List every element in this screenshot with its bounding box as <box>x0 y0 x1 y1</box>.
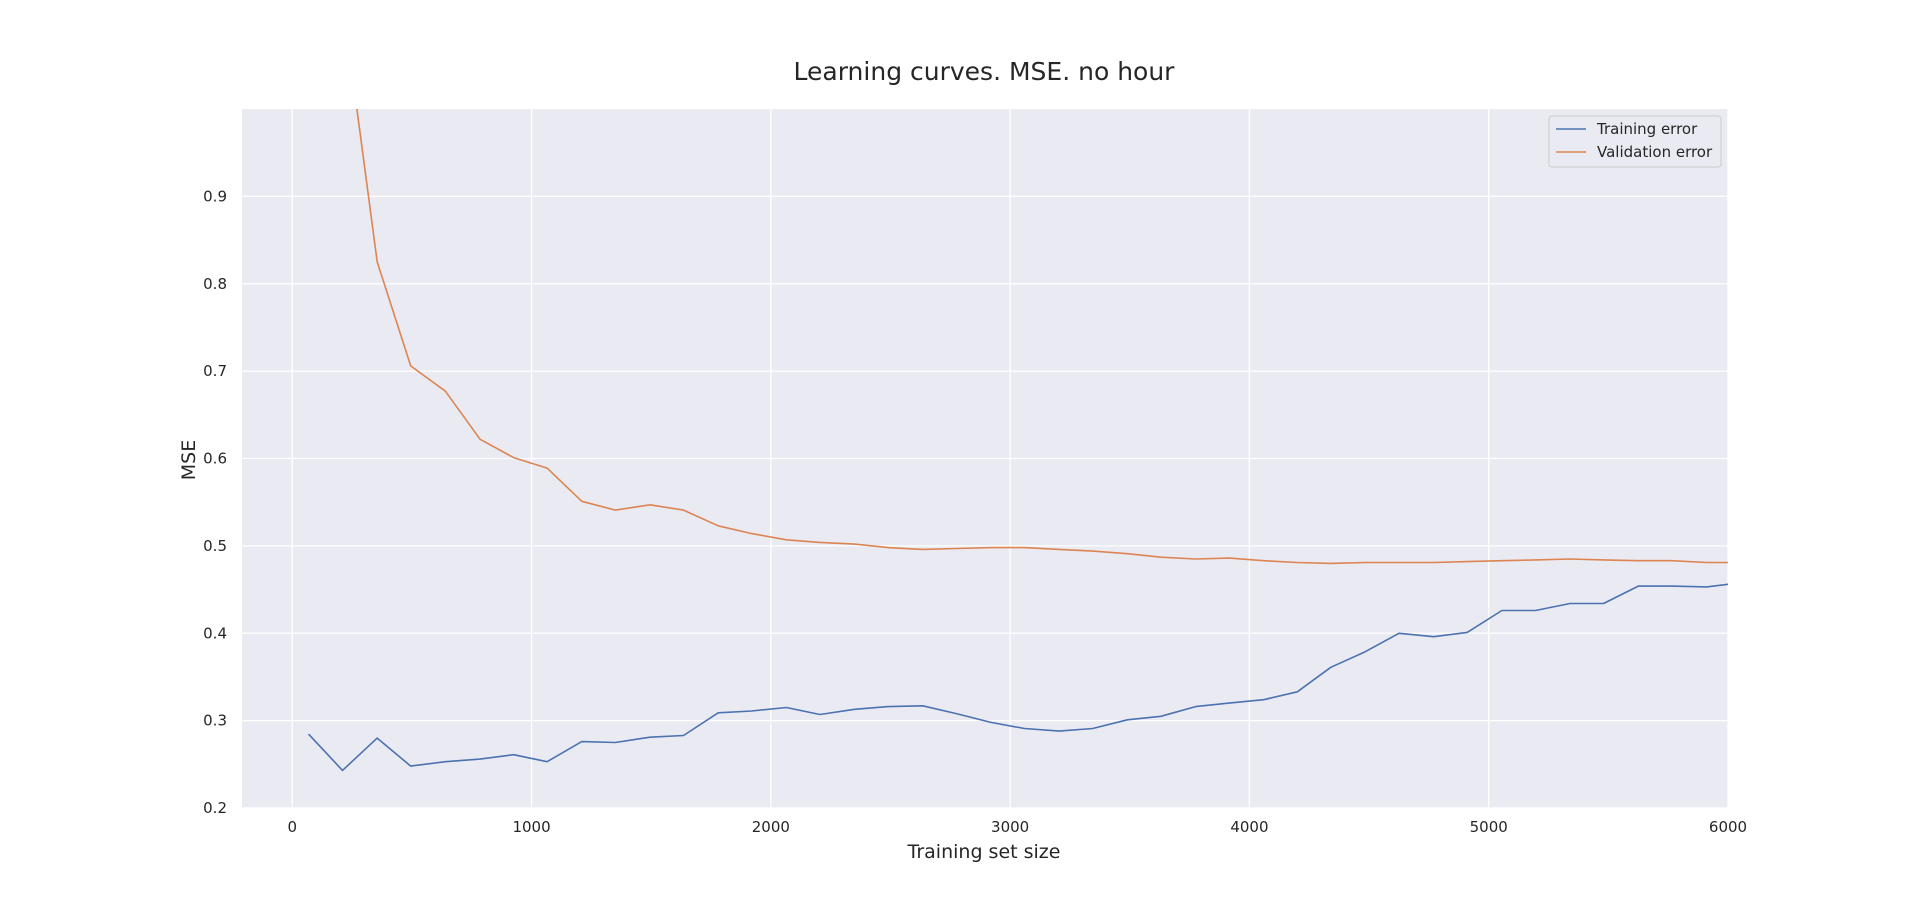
legend: Training error Validation error <box>1548 115 1722 168</box>
y-tick-label: 0.8 <box>203 275 227 293</box>
y-tick-label: 0.4 <box>203 624 227 642</box>
legend-label-training: Training error <box>1596 120 1698 138</box>
y-tick-label: 0.3 <box>203 712 227 730</box>
legend-label-validation: Validation error <box>1597 143 1713 161</box>
x-axis-label: Training set size <box>907 841 1061 863</box>
y-axis-label: MSE <box>178 440 200 480</box>
x-tick-label: 0 <box>287 818 297 836</box>
x-tick-label: 3000 <box>991 818 1029 836</box>
x-tick-label: 1000 <box>512 818 550 836</box>
y-tick-label: 0.6 <box>203 450 227 468</box>
y-tick-labels: 0.2 0.3 0.4 0.5 0.6 0.7 0.8 0.9 <box>203 187 227 817</box>
grid-lines <box>242 109 1729 809</box>
x-tick-label: 4000 <box>1230 818 1268 836</box>
y-tick-label: 0.2 <box>203 799 227 817</box>
series-lines <box>308 109 1728 772</box>
validation-error-line <box>356 109 1728 565</box>
x-tick-label: 2000 <box>752 818 790 836</box>
y-tick-label: 0.9 <box>203 187 227 205</box>
y-tick-label: 0.7 <box>203 362 227 380</box>
x-tick-labels: 0 1000 2000 3000 4000 5000 6000 <box>287 818 1747 836</box>
x-tick-label: 5000 <box>1470 818 1508 836</box>
chart-title: Learning curves. MSE. no hour <box>794 57 1176 86</box>
y-tick-label: 0.5 <box>203 537 227 555</box>
x-tick-label: 6000 <box>1709 818 1747 836</box>
training-error-line <box>308 583 1728 772</box>
legend-box <box>1548 115 1722 168</box>
